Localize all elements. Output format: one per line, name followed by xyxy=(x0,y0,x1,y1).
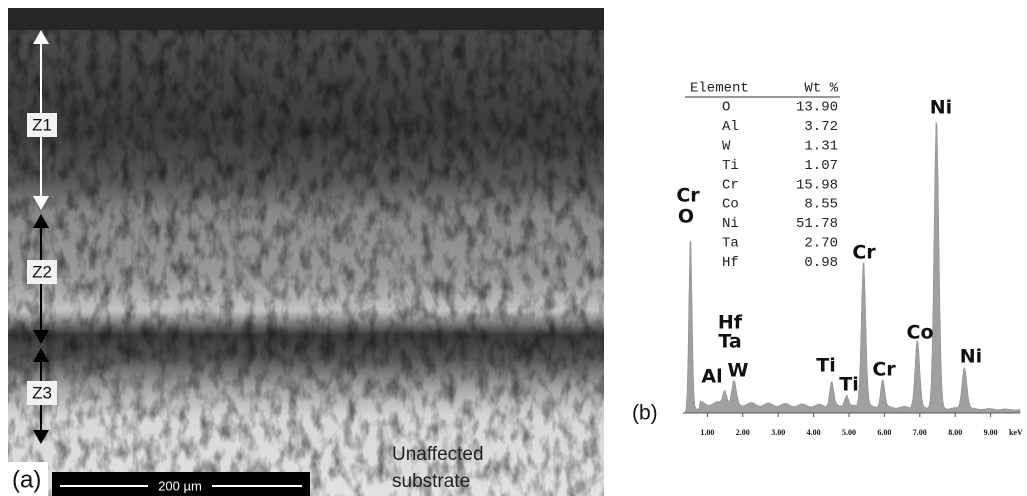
table-cell: 13.90 xyxy=(796,100,838,116)
x-tick-label: 6.00 xyxy=(877,428,891,437)
table-cell: 0.98 xyxy=(804,255,838,271)
scale-bar-label: 200 µm xyxy=(158,478,202,493)
table-cell: 3.72 xyxy=(804,119,838,135)
table-cell: Ni xyxy=(722,216,739,232)
x-tick-label: 1.00 xyxy=(700,428,714,437)
table-cell: W xyxy=(722,139,731,155)
peak-label: Ta xyxy=(718,331,741,353)
x-tick-label: 9.00 xyxy=(984,428,998,437)
peak-label: Cr xyxy=(872,359,896,381)
table-cell: Al xyxy=(722,119,739,135)
peak-label: W xyxy=(728,360,749,382)
peak-label: Ti xyxy=(816,355,835,377)
peak-label: Ti xyxy=(839,374,858,396)
table-cell: 1.07 xyxy=(804,158,838,174)
panel-b: (b) Element Wt % O 13.90 Al 3.72 W 1.31 Ti 1.07 Cr… xyxy=(632,81,1023,437)
annotation: substrate xyxy=(392,471,470,492)
x-tick-label: 3.00 xyxy=(771,428,785,437)
x-tick-label: 2.00 xyxy=(736,428,750,437)
table-cell: 15.98 xyxy=(796,177,838,193)
peak-label: Cr xyxy=(852,242,876,264)
annotation: Unaffected xyxy=(392,444,484,465)
peak-label: Al xyxy=(701,366,722,388)
table-cell: O xyxy=(722,100,730,116)
peak-label: Cr xyxy=(676,185,700,207)
table-header: Wt % xyxy=(804,81,838,97)
figure: Z1 Z2 Z3 (a) 200 µm Unaffected substrate (… xyxy=(0,0,1027,496)
x-tick-label: 8.00 xyxy=(948,428,962,437)
x-tick-label: 5.00 xyxy=(842,428,856,437)
table-cell: Hf xyxy=(722,255,739,271)
peak-label: Ni xyxy=(930,97,952,119)
table-cell: 51.78 xyxy=(796,216,838,232)
table-cell: Ti xyxy=(722,158,739,174)
panel-label: (a) xyxy=(12,466,41,493)
table-cell: Co xyxy=(722,197,739,213)
table-cell: 8.55 xyxy=(804,197,838,213)
zone-label: Z2 xyxy=(32,262,52,281)
micrograph-texture xyxy=(8,8,604,496)
table-cell: Ta xyxy=(722,236,739,252)
panel-a: Z1 Z2 Z3 (a) 200 µm Unaffected substrate xyxy=(8,8,604,496)
panel-label: (b) xyxy=(632,402,658,425)
table-cell: 2.70 xyxy=(804,236,838,252)
page: {"panel_a": {"label": "(a)", "zones": ["… xyxy=(0,0,1027,496)
top-region xyxy=(8,8,604,30)
x-tick-label: 4.00 xyxy=(807,428,821,437)
table-header: Element xyxy=(690,81,749,97)
peak-label: O xyxy=(678,206,694,228)
peak-label: Ni xyxy=(960,346,982,368)
x-tick-label: 7.00 xyxy=(913,428,927,437)
zone-label: Z3 xyxy=(32,383,52,402)
table-cell: 1.31 xyxy=(804,139,838,155)
peak-label: Co xyxy=(907,322,934,344)
x-unit: keV xyxy=(1009,428,1023,437)
table-cell: Cr xyxy=(722,177,739,193)
zone-label: Z1 xyxy=(32,115,52,134)
